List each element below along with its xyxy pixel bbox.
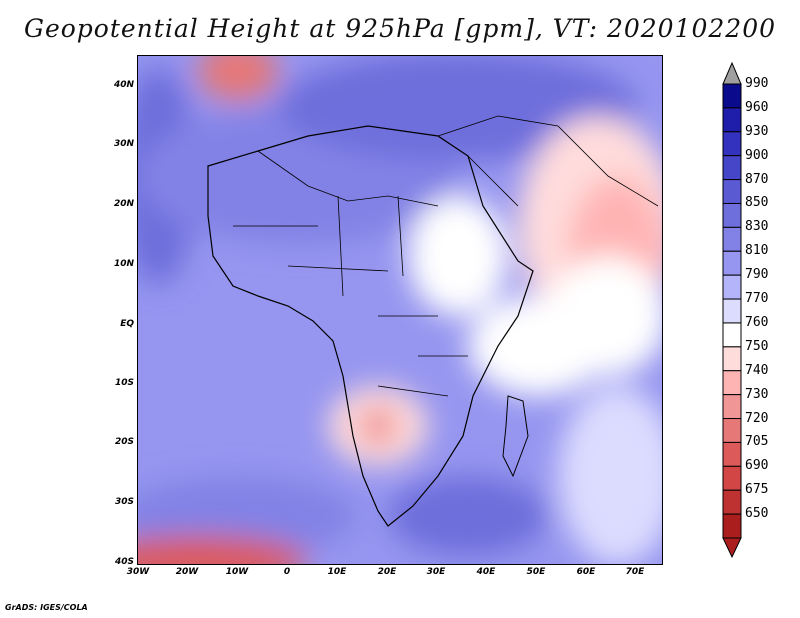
colorbar-label: 900 <box>745 147 769 163</box>
grads-credit: GrADS: IGES/COLA <box>5 603 88 612</box>
africa-coastline <box>207 125 534 527</box>
lon-label-60e: 60E <box>576 567 596 577</box>
lon-label-40e: 40E <box>476 567 496 577</box>
colorbar-label: 760 <box>745 314 769 330</box>
colorbar-label: 705 <box>745 434 769 450</box>
map-plot-area <box>137 55 663 565</box>
colorbar-swatch <box>722 179 742 204</box>
colorbar-swatch <box>722 441 742 467</box>
lat-label-40s: 40S <box>114 557 134 567</box>
colorbar-swatch <box>722 250 742 276</box>
colorbar-label: 675 <box>745 482 769 498</box>
colorbar-swatch <box>722 107 742 133</box>
colorbar-swatch <box>722 489 742 515</box>
lon-label-30e: 30E <box>426 567 446 577</box>
lon-label-0: 0 <box>283 567 291 577</box>
lon-label-30w: 30W <box>126 567 150 577</box>
colorbar-label: 830 <box>745 219 769 235</box>
lat-label-20s: 20S <box>114 437 134 447</box>
colorbar-swatch <box>722 155 742 181</box>
colorbar-swatch <box>722 513 742 539</box>
colorbar <box>722 61 742 559</box>
country-borders <box>233 150 468 397</box>
lat-label-30n: 30N <box>113 139 134 149</box>
colorbar-swatch <box>722 226 742 252</box>
colorbar-label: 750 <box>745 338 769 354</box>
colorbar-swatch <box>722 83 742 109</box>
colorbar-label: 960 <box>745 99 769 115</box>
lon-label-50e: 50E <box>526 567 546 577</box>
arabia-outline <box>437 115 659 207</box>
lon-label-20e: 20E <box>377 567 397 577</box>
colorbar-swatch <box>722 202 742 228</box>
lat-label-10n: 10N <box>113 259 134 269</box>
lon-label-10w: 10W <box>225 567 249 577</box>
lat-label-40n: 40N <box>113 80 134 90</box>
colorbar-swatch <box>722 394 742 420</box>
lat-label-30s: 30S <box>114 497 134 507</box>
colorbar-label: 810 <box>745 243 769 259</box>
colorbar-label: 650 <box>745 506 769 522</box>
colorbar-label: 990 <box>745 76 769 91</box>
colorbar-swatch <box>722 465 742 491</box>
map-field <box>138 56 662 564</box>
colorbar-swatch <box>722 346 742 372</box>
lat-label-10s: 10S <box>114 378 134 388</box>
colorbar-swatch <box>722 418 742 443</box>
colorbar-swatch <box>722 322 742 348</box>
colorbar-label: 770 <box>745 291 769 307</box>
colorbar-label: 870 <box>745 171 769 187</box>
colorbar-label: 690 <box>745 458 769 474</box>
colorbar-label: 730 <box>745 386 769 402</box>
lat-label-20n: 20N <box>113 199 134 209</box>
colorbar-swatch <box>722 274 742 300</box>
colorbar-top-arrow <box>722 61 742 85</box>
colorbar-label: 740 <box>745 362 769 378</box>
colorbar-label: 850 <box>745 195 769 211</box>
map-title: Geopotential Height at 925hPa [gpm], VT:… <box>23 14 777 43</box>
colorbar-label: 720 <box>745 410 769 426</box>
madagascar-outline <box>502 395 529 478</box>
lat-label-eq: EQ <box>120 319 134 329</box>
colorbar-label: 930 <box>745 123 769 139</box>
lon-label-10e: 10E <box>327 567 347 577</box>
colorbar-swatch <box>722 298 742 324</box>
colorbar-swatch <box>722 370 742 396</box>
colorbar-bottom-arrow <box>722 537 742 559</box>
colorbar-label: 790 <box>745 267 769 283</box>
colorbar-swatch <box>722 131 742 157</box>
lon-label-70e: 70E <box>625 567 645 577</box>
lon-label-20w: 20W <box>175 567 199 577</box>
